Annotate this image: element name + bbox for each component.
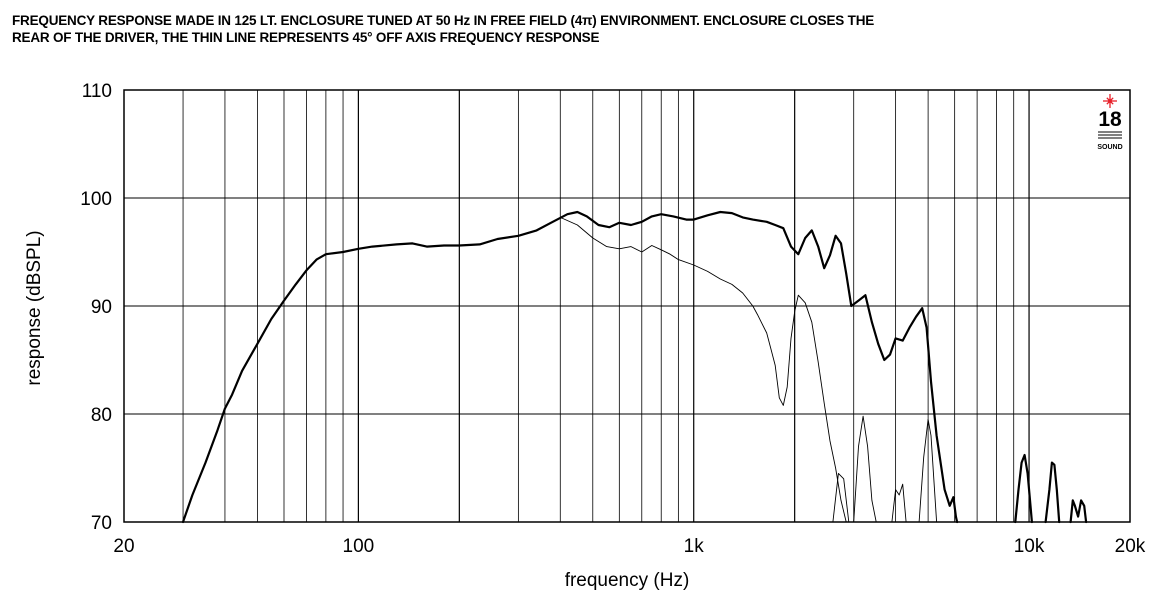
y-tick-label: 100: [80, 189, 112, 210]
x-tick-label: 20: [113, 536, 134, 557]
logo-subtext: SOUND: [1097, 144, 1122, 151]
title-line-1: FREQUENCY RESPONSE MADE IN 125 LT. ENCLO…: [12, 13, 875, 28]
off-axis-45-response-line: [559, 216, 847, 523]
x-tick-label: 10k: [1014, 536, 1045, 557]
x-axis-label: frequency (Hz): [565, 570, 690, 591]
on-axis-response-line: [1044, 461, 1061, 524]
y-tick-label: 80: [91, 405, 112, 426]
tick-labels: 20 100 1k 10k 20k 70 80 90 100 110: [80, 81, 1146, 557]
x-tick-label: 20k: [1115, 536, 1146, 557]
star-center: [1108, 99, 1112, 103]
logo-number: 18: [1098, 108, 1122, 131]
grid-lines: [124, 90, 1130, 522]
off-axis-45-response-line: [853, 415, 877, 523]
x-tick-label: 1k: [684, 536, 705, 557]
chart-title: FREQUENCY RESPONSE MADE IN 125 LT. ENCLO…: [12, 12, 1162, 46]
x-tick-label: 100: [343, 536, 375, 557]
y-tick-label: 70: [91, 513, 112, 534]
star-icon: [1103, 94, 1117, 108]
title-line-2: REAR OF THE DRIVER, THE THIN LINE REPRES…: [12, 30, 600, 45]
off-axis-45-response-line: [891, 483, 907, 523]
off-axis-45-response-line: [832, 472, 850, 523]
on-axis-response-line: [1069, 499, 1088, 524]
series-layer: [181, 210, 1088, 524]
plot-frame: [123, 89, 1131, 523]
on-axis-response-line: [1014, 453, 1033, 524]
on-axis-response-line: [181, 210, 959, 524]
y-tick-label: 110: [82, 81, 112, 102]
off-axis-45-response-line: [918, 418, 938, 523]
y-tick-label: 90: [91, 297, 112, 318]
brand-logo: 18 SOUND: [1097, 94, 1123, 151]
y-axis-label: response (dBSPL): [24, 230, 45, 385]
